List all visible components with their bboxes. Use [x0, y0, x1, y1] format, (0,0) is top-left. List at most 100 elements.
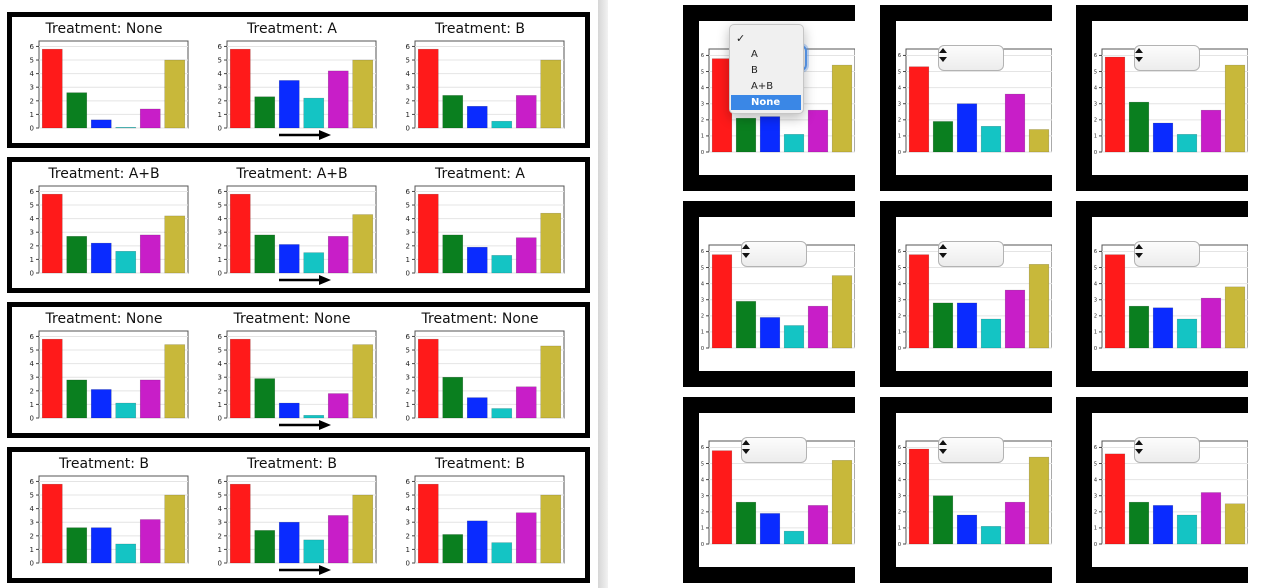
bar-chart: 0 1 2 3 4 5 6	[406, 185, 565, 277]
bar-2	[735, 117, 757, 153]
bar-4	[980, 126, 1002, 153]
treatment-select[interactable]	[1134, 437, 1200, 463]
bar-3	[759, 513, 781, 545]
y-tick-label: 1	[30, 401, 34, 409]
y-tick-label: 2	[1094, 314, 1097, 320]
y-tick-label: 3	[1094, 101, 1097, 107]
comparison-row: 0 1 2 3 4 5 6 Treatment: A+B 0 1 2 3 4 5 6 Treatment: A…	[7, 157, 590, 293]
y-tick-label: 0	[701, 542, 704, 548]
bar-5	[1004, 93, 1026, 153]
treatment-select[interactable]	[741, 437, 807, 463]
y-tick-label: 5	[406, 56, 410, 64]
plot-area	[38, 330, 189, 419]
bar-4	[491, 255, 513, 274]
y-tick-label: 1	[406, 546, 410, 554]
menu-item-b[interactable]: B	[751, 65, 758, 76]
y-tick-label: 5	[898, 69, 901, 75]
plot-area	[38, 475, 189, 564]
y-tick-label: 5	[30, 201, 34, 209]
treatment-select[interactable]	[741, 241, 807, 267]
bar-3	[90, 119, 112, 129]
plot-area	[226, 475, 377, 564]
bar-2	[735, 301, 757, 349]
treatment-select[interactable]	[938, 45, 1004, 71]
y-tick-label: 6	[406, 478, 411, 486]
treatment-select[interactable]	[1134, 241, 1200, 267]
bar-4	[783, 134, 805, 153]
bar-6	[540, 59, 562, 129]
y-tick-label: 2	[898, 314, 901, 320]
y-tick-label: 6	[898, 53, 901, 59]
right-arrow-icon	[279, 130, 331, 140]
bar-5	[1004, 501, 1026, 545]
bar-2	[66, 379, 88, 419]
right-arrow-icon	[279, 275, 331, 285]
chart-card: 0 1 2 3 4 5 6	[880, 397, 1052, 583]
bar-5	[327, 70, 349, 129]
bar-3	[956, 514, 978, 545]
bar-2	[254, 530, 276, 564]
y-tick-label: 5	[218, 491, 222, 499]
chart-card-canvas: 0 1 2 3 4 5 6	[699, 217, 855, 371]
y-tick-label: 0	[406, 269, 410, 277]
y-tick-label: 1	[30, 256, 34, 264]
comparison-row: 0 1 2 3 4 5 6 Treatment: B 0 1 2 3 4 5 6 Treatment: B 0 1…	[7, 447, 590, 583]
y-tick-label: 4	[30, 70, 35, 78]
y-tick-label: 1	[1094, 526, 1097, 532]
menu-item-none[interactable]: None	[731, 95, 801, 110]
bar-2	[254, 234, 276, 274]
bar-1	[41, 48, 63, 129]
menu-item-a-plus-b[interactable]: A+B	[751, 81, 774, 92]
chart-panel: 0 1 2 3 4 5 6 Treatment: None	[12, 17, 196, 143]
bar-4	[783, 325, 805, 349]
bar-3	[466, 246, 488, 274]
chart-panel: 0 1 2 3 4 5 6 Treatment: A+B	[200, 162, 384, 288]
y-tick-label: 6	[218, 43, 223, 51]
y-tick-label: 6	[406, 333, 411, 341]
comparison-row: 0 1 2 3 4 5 6 Treatment: None 0 1 2 3 4 5 6 Treatment: …	[7, 302, 590, 438]
pane-divider	[598, 0, 608, 588]
y-tick-label: 2	[1094, 510, 1097, 516]
y-tick-label: 1	[218, 256, 222, 264]
y-tick-label: 6	[1094, 445, 1097, 451]
y-tick-label: 3	[898, 493, 901, 499]
bar-3	[278, 80, 300, 129]
bar-chart: 0 1 2 3 4 5 6	[218, 40, 377, 132]
bar-3	[1152, 122, 1174, 153]
bar-4	[303, 415, 325, 419]
chart-card-canvas: 0 1 2 3 4 5 6	[896, 21, 1052, 175]
y-tick-label: 0	[1094, 150, 1097, 156]
y-tick-label: 6	[898, 445, 901, 451]
y-tick-label: 6	[1094, 53, 1097, 59]
y-tick-label: 3	[406, 84, 410, 92]
y-tick-label: 1	[218, 111, 222, 119]
treatment-select[interactable]	[938, 241, 1004, 267]
chart-panel: 0 1 2 3 4 5 6 Treatment: B	[388, 452, 572, 578]
treatment-select[interactable]	[1134, 45, 1200, 71]
y-tick-label: 4	[701, 477, 704, 483]
chart-title: Treatment: B	[246, 456, 337, 472]
updown-chevron-icon	[939, 48, 947, 62]
bar-chart: 0 1 2 3 4 5 6	[30, 330, 189, 422]
treatment-dropdown-menu: ✓ A B A+B None	[729, 24, 804, 114]
bar-4	[783, 530, 805, 545]
bar-4	[1176, 318, 1198, 349]
bar-chart: 0 1 2 3 4 5 6	[406, 475, 565, 567]
bar-2	[66, 236, 88, 274]
bar-5	[515, 95, 537, 129]
y-tick-label: 5	[1094, 265, 1097, 271]
bar-1	[908, 254, 930, 349]
bar-4	[1176, 514, 1198, 545]
menu-item-a[interactable]: A	[751, 49, 758, 60]
treatment-select[interactable]	[938, 437, 1004, 463]
right-arrow-icon	[279, 420, 331, 430]
y-tick-label: 2	[406, 387, 410, 395]
y-tick-label: 3	[218, 519, 222, 527]
bar-chart: 0 1 2 3 4 5 6	[218, 475, 377, 567]
plot-area	[414, 185, 565, 274]
bar-5	[515, 386, 537, 419]
menu-item-blank[interactable]: ✓	[731, 31, 801, 46]
y-tick-label: 5	[406, 346, 410, 354]
y-tick-label: 2	[701, 314, 704, 320]
bar-3	[278, 244, 300, 274]
